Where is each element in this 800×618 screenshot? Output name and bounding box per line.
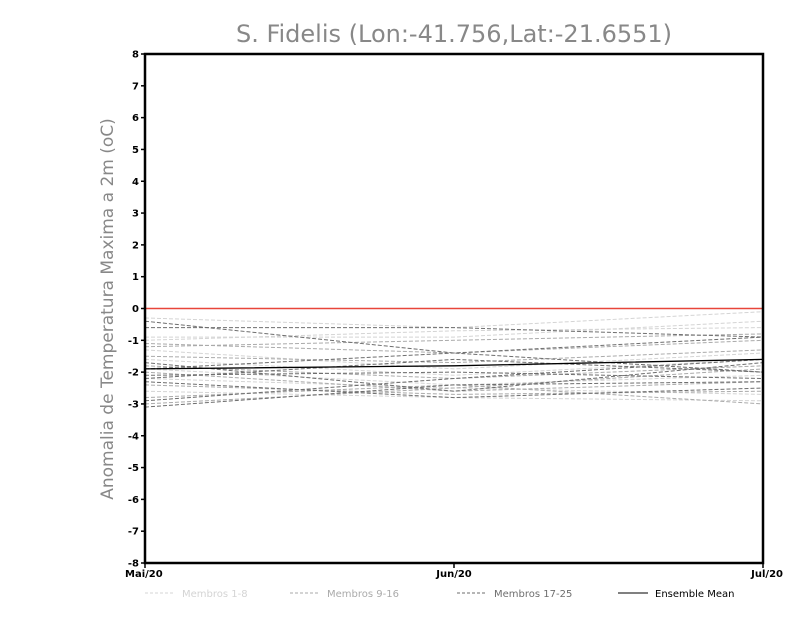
- y-tick-label: 8: [132, 50, 139, 61]
- y-tick-label: 2: [132, 240, 139, 251]
- y-tick-label: -6: [128, 495, 139, 506]
- y-tick-label: -5: [128, 463, 139, 474]
- y-tick-label: -7: [128, 527, 139, 538]
- y-tick-label: -4: [128, 431, 139, 442]
- member-line-13: [144, 384, 764, 395]
- y-tick-label: -8: [128, 559, 139, 570]
- y-tick-label: 3: [132, 209, 139, 220]
- y-tick-label: 4: [132, 177, 139, 188]
- member-line-22: [144, 381, 764, 408]
- chart-title: S. Fidelis (Lon:-41.756,Lat:-21.6551): [236, 20, 672, 48]
- member-line-21: [144, 381, 764, 399]
- legend-label-1: Membros 1-8: [182, 589, 248, 600]
- y-tick-label: -2: [128, 368, 139, 379]
- member-line-20: [144, 371, 764, 379]
- member-line-18: [145, 327, 764, 338]
- legend-label-3: Membros 17-25: [494, 589, 572, 600]
- y-tick-label: 7: [132, 81, 139, 92]
- y-tick-label: 5: [132, 145, 139, 156]
- member-line-10: [144, 349, 764, 364]
- x-tick-label: Mai/20: [125, 569, 163, 580]
- member-line-23: [144, 358, 764, 402]
- member-line-25: [144, 358, 764, 379]
- member-line-1: [144, 311, 764, 329]
- y-tick-label: 0: [132, 304, 139, 315]
- member-line-8: [145, 320, 764, 338]
- member-line-24: [144, 336, 764, 370]
- y-tick-label: -1: [128, 336, 139, 347]
- member-line-3: [144, 349, 764, 370]
- member-line-15: [144, 368, 764, 405]
- ensemble-mean-line: [144, 358, 764, 370]
- legend-label-4: Ensemble Mean: [655, 589, 734, 600]
- legend-label-2: Membros 9-16: [327, 589, 399, 600]
- y-axis-label: Anomalia de Temperatura Maxima a 2m (oC): [98, 118, 118, 500]
- y-tick-label: -3: [128, 399, 139, 410]
- member-line-12: [144, 371, 764, 392]
- y-tick-label: 6: [132, 113, 139, 124]
- member-line-4: [144, 358, 764, 376]
- x-tick-label: Jul/20: [750, 569, 783, 580]
- member-line-16: [144, 333, 764, 348]
- x-tick-label: Jun/20: [435, 569, 472, 580]
- y-tick-label: 1: [132, 272, 139, 283]
